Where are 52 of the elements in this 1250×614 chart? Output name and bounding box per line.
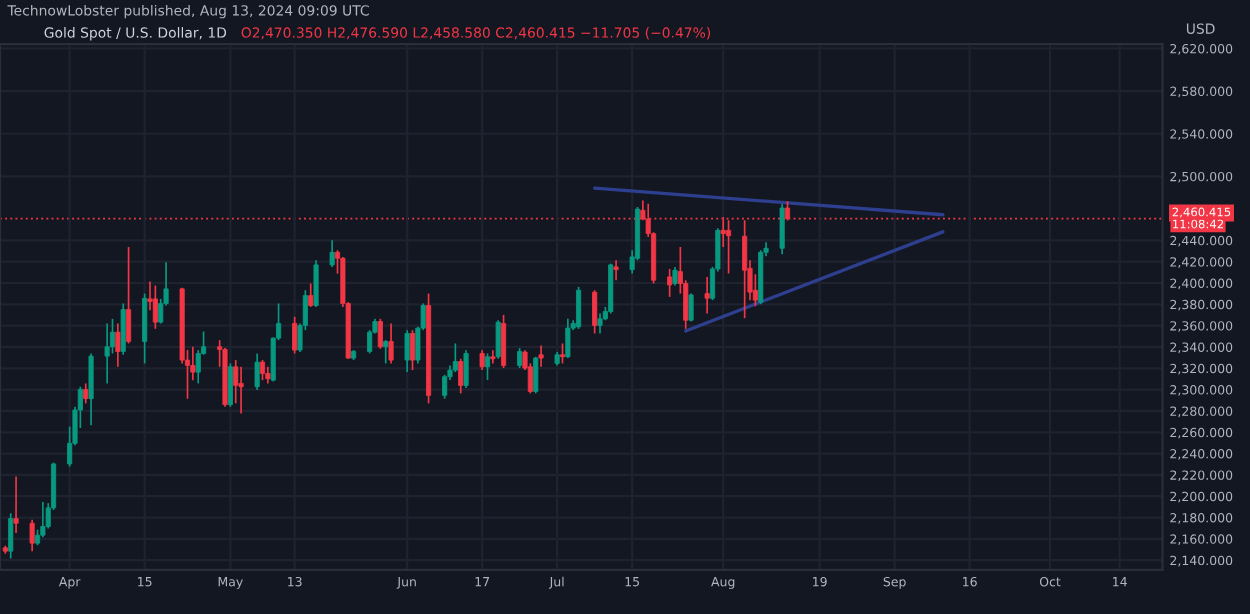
- candlestick: [704, 276, 710, 315]
- candlestick: [227, 362, 233, 408]
- candlestick: [126, 246, 132, 345]
- candlestick: [152, 284, 158, 330]
- candlestick: [559, 342, 566, 365]
- candlestick: [383, 339, 389, 365]
- candlestick: [501, 314, 507, 369]
- candlestick: [463, 349, 469, 389]
- candlestick: [458, 357, 464, 395]
- candlestick: [120, 302, 126, 356]
- candlestick: [495, 319, 501, 360]
- candlestick: [329, 239, 335, 268]
- candlestick: [254, 352, 260, 391]
- candlestick: [667, 268, 673, 298]
- candlestick: [533, 355, 539, 395]
- candlestick: [308, 282, 314, 308]
- candlestick: [517, 347, 523, 369]
- candlestick: [83, 382, 89, 405]
- candlestick: [779, 203, 785, 256]
- candlestick: [404, 329, 410, 373]
- candlestick: [613, 259, 619, 282]
- candlestick: [142, 292, 148, 365]
- candlestick: [479, 349, 485, 371]
- candlestick: [484, 352, 491, 381]
- candlestick: [377, 317, 383, 350]
- candlestick: [576, 286, 582, 330]
- candlestick: [40, 501, 46, 539]
- candlestick: [8, 512, 14, 560]
- candlestick: [367, 329, 373, 355]
- candlestick: [742, 219, 748, 320]
- candlestick: [104, 322, 110, 385]
- candlestick: [608, 262, 614, 315]
- candlestick: [442, 373, 448, 400]
- candlestick: [452, 342, 458, 373]
- candlestick: [292, 315, 298, 355]
- candlestick: [538, 344, 544, 368]
- candlestick: [29, 518, 35, 552]
- candlestick: [726, 219, 732, 275]
- candlestick: [259, 359, 266, 381]
- candlestick: [490, 349, 496, 365]
- candlestick: [597, 312, 603, 335]
- candlestick: [565, 317, 571, 359]
- candlestick: [13, 475, 19, 534]
- candlestick: [233, 359, 239, 405]
- candlestick: [409, 329, 416, 371]
- candlestick: [88, 352, 94, 427]
- candlestick: [388, 322, 394, 365]
- candlestick: [672, 266, 678, 287]
- candlestick: [313, 259, 319, 308]
- candlestick: [115, 322, 121, 368]
- candlestick: [592, 289, 598, 335]
- candlestick: [238, 365, 244, 415]
